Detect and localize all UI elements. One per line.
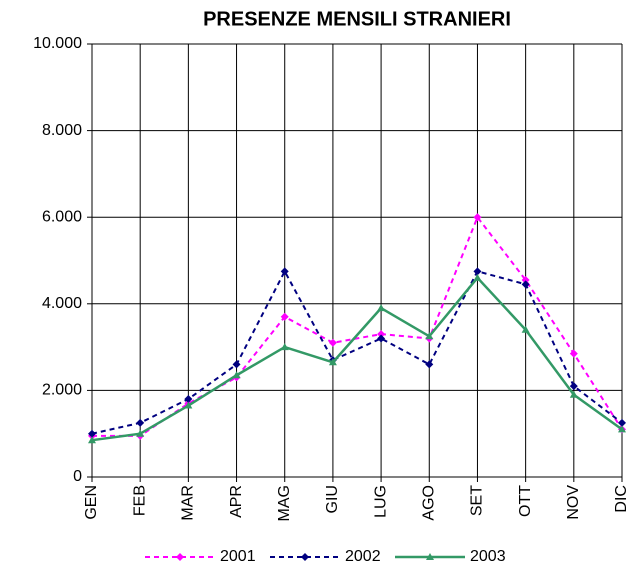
marker [618,418,626,427]
marker [184,395,193,404]
marker [473,267,482,276]
marker [521,325,530,333]
marker [426,553,434,560]
series-line [91,275,623,442]
legend-label: 2003 [470,548,506,565]
x-tick-label: MAG [276,485,293,521]
series [88,267,626,438]
marker [280,343,289,351]
y-tick-label: 2.000 [42,382,82,399]
x-tick-label: AGO [420,485,437,521]
x-tick-label: GIU [324,485,341,513]
marker [232,360,241,369]
marker [328,358,337,366]
x-tick-label: APR [228,485,245,518]
marker [473,273,482,281]
x-tick-label: LUG [372,485,389,518]
marker [521,280,530,289]
marker [569,382,578,391]
marker [184,401,193,409]
marker [136,418,145,427]
marker [176,553,184,561]
marker [618,425,626,433]
marker [301,553,309,561]
marker [280,267,289,276]
x-tick-label: NOV [565,485,582,520]
marker [569,349,578,358]
series [88,273,626,444]
chart-title: PRESENZE MENSILI STRANIERI [203,8,511,30]
x-tick-label: FEB [131,485,148,516]
legend-item: 2003 [395,548,506,565]
marker [521,275,530,284]
y-tick-label: 8.000 [42,122,82,139]
marker [88,436,96,444]
marker [328,338,337,347]
x-tick-label: GEN [83,485,100,520]
marker [377,334,386,343]
series-line [91,269,623,435]
y-tick-label: 4.000 [42,295,82,312]
x-tick-label: SET [469,485,486,516]
marker [232,371,241,379]
marker [280,312,289,321]
legend-label: 2001 [220,548,256,565]
marker [88,429,96,438]
legend-label: 2002 [345,548,381,565]
marker [377,330,386,339]
marker [569,390,578,398]
marker [377,304,386,312]
x-tick-label: DIC [613,485,630,513]
y-tick-label: 10.000 [33,35,82,52]
x-tick-label: OTT [517,485,534,517]
series-line [92,215,623,437]
marker [425,332,434,340]
legend-item: 2001 [145,548,256,565]
y-tick-label: 0 [73,468,82,485]
y-tick-label: 6.000 [42,208,82,225]
marker [136,429,145,437]
x-tick-label: MAR [180,485,197,521]
marker [425,360,434,369]
legend-item: 2002 [270,548,381,565]
marker [473,213,482,222]
